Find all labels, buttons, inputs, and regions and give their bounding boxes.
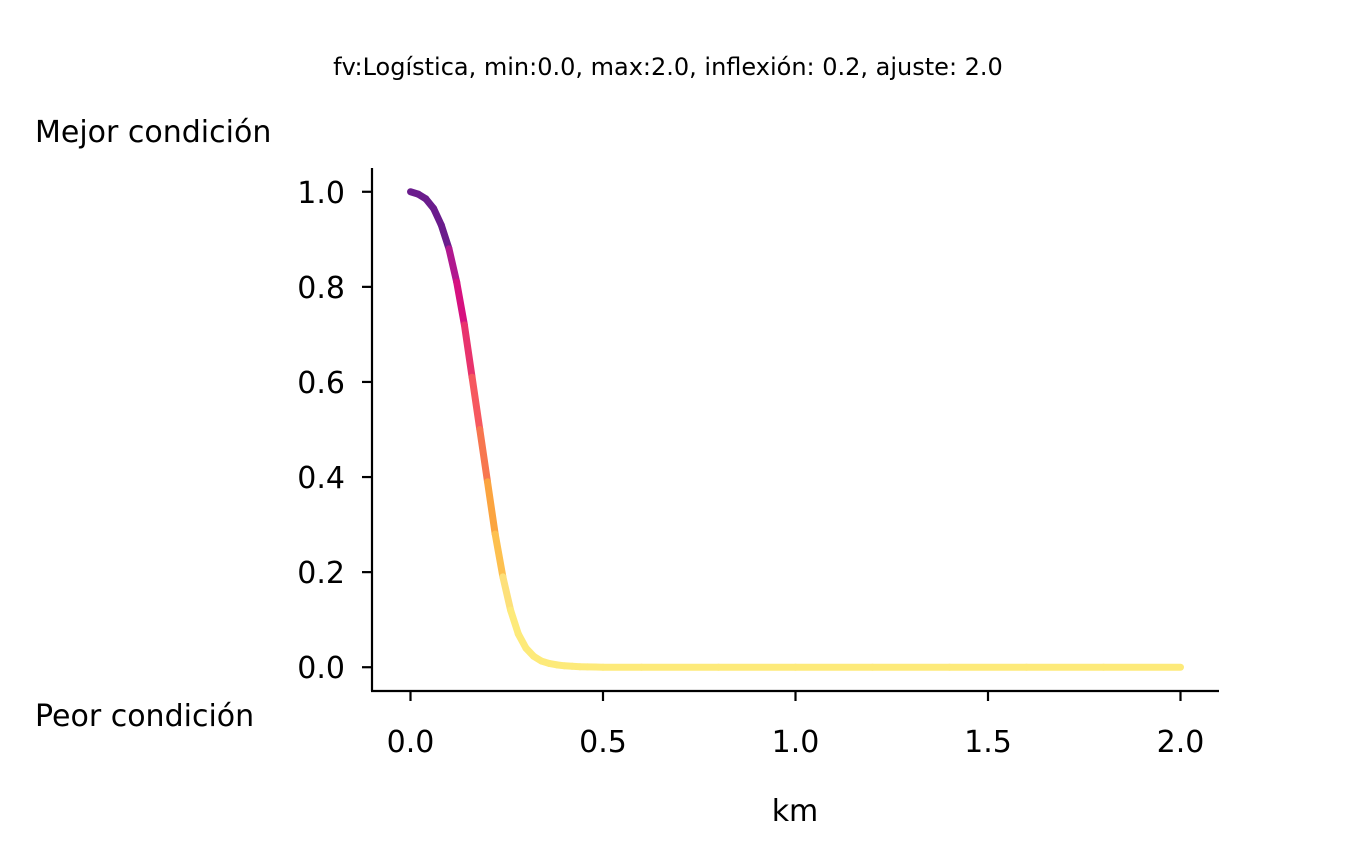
y-tick-label: 0.0 — [297, 651, 345, 686]
x-tick-label: 0.5 — [579, 725, 627, 760]
y-tick-label: 0.8 — [297, 271, 345, 306]
y-tick-label: 0.4 — [297, 461, 345, 496]
top-label: Mejor condición — [35, 115, 271, 150]
y-tick-label: 0.6 — [297, 366, 345, 401]
line-segment — [445, 245, 461, 286]
line-segment — [491, 530, 507, 581]
data-line — [407, 188, 1184, 671]
x-tick-label: 1.0 — [772, 725, 820, 760]
line-segment — [476, 426, 491, 486]
x-axis-label: km — [772, 794, 819, 829]
y-tick-label: 1.0 — [297, 176, 345, 211]
line-segment — [453, 278, 468, 329]
bottom-label: Peor condición — [35, 699, 254, 734]
line-segment — [499, 573, 515, 614]
x-tick-label: 1.5 — [964, 725, 1012, 760]
line-segment — [484, 478, 499, 538]
line-segment — [468, 373, 484, 433]
x-tick-label: 2.0 — [1157, 725, 1205, 760]
line-segment — [460, 321, 476, 381]
x-tick-label: 0.0 — [387, 725, 435, 760]
line-segment — [507, 606, 522, 638]
x-ticks: 0.0 0.5 1.0 1.5 2.0 — [387, 691, 1205, 760]
y-ticks: 0.0 0.2 0.4 0.6 0.8 1.0 — [297, 176, 372, 686]
line-segment — [437, 221, 453, 253]
y-tick-label: 0.2 — [297, 556, 345, 591]
chart-title: fv:Logística, min:0.0, max:2.0, inflexió… — [333, 53, 1003, 81]
